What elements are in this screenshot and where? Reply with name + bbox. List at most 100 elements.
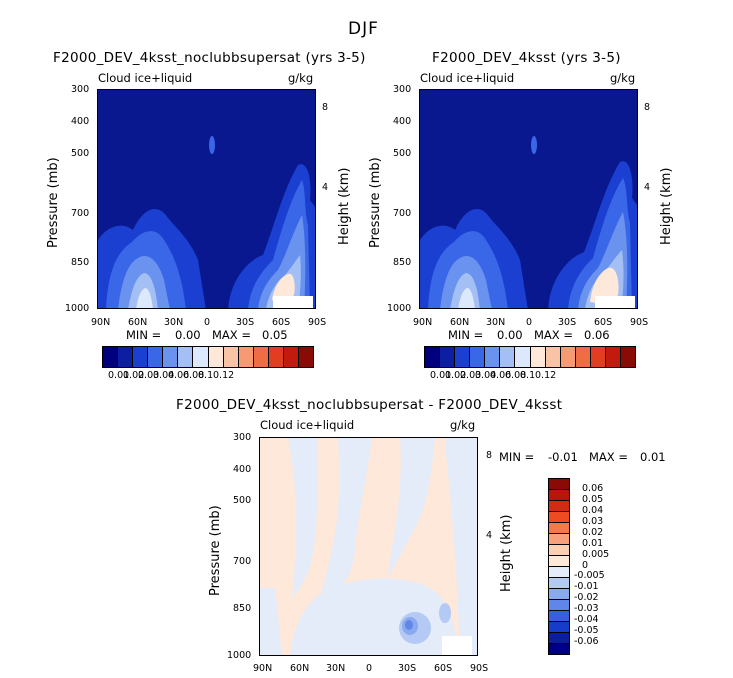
colorbar-label: 0.12: [213, 370, 235, 381]
panel-1-min-value: 0.00: [175, 328, 201, 342]
panel-2-title: F2000_DEV_4ksst (yrs 3-5): [432, 50, 621, 66]
colorbar-swatch: [163, 347, 179, 367]
panel-3-ytick: 500: [233, 495, 252, 506]
colorbar-label: -0.04: [574, 614, 599, 626]
colorbar-swatch: [549, 611, 569, 622]
panel-1-ytick: 500: [71, 148, 90, 159]
colorbar-swatch: [425, 347, 441, 367]
colorbar-swatch: [549, 490, 569, 501]
panel-3-xtick: 90S: [470, 663, 489, 674]
colorbar-label: 0.04: [475, 370, 497, 381]
colorbar-label: 0.12: [535, 370, 557, 381]
panel-3-min-label: MIN =: [499, 450, 535, 464]
colorbar-label: 0.05: [582, 493, 604, 505]
colorbar-label: 0.04: [582, 504, 604, 516]
panel-2-ytick-right: 8: [644, 102, 651, 113]
panel-2-xtick: 30S: [558, 317, 577, 328]
colorbar-swatch: [549, 644, 569, 654]
panel-1-plot: [97, 89, 316, 309]
panel-2-min-value: 0.00: [497, 328, 523, 342]
colorbar-label: 0.03: [138, 370, 160, 381]
panel-3-xtick: 0: [366, 663, 373, 674]
panel-1-xtick: 90S: [308, 317, 327, 328]
panel-1-min-label: MIN =: [126, 328, 162, 342]
colorbar-swatch: [470, 347, 486, 367]
panel-1-field-label: Cloud ice+liquid: [98, 71, 193, 85]
colorbar-label: -0.005: [574, 570, 605, 582]
colorbar-swatch: [299, 347, 314, 367]
panel-2-max-value: 0.06: [584, 328, 610, 342]
colorbar-label: 0.06: [490, 370, 512, 381]
colorbar-swatch: [193, 347, 209, 367]
panel-2-xtick: 0: [526, 317, 533, 328]
panel-3-ytick: 700: [233, 556, 252, 567]
panel-3-ytick-right: 8: [486, 450, 493, 461]
colorbar-label: 0.08: [505, 370, 527, 381]
panel-3-ylabel: Pressure (mb): [208, 505, 223, 596]
colorbar-label: 0.01: [430, 370, 452, 381]
panel-2-ytick: 400: [393, 116, 412, 127]
panel-3-ylabel-right: Height (km): [499, 514, 514, 592]
colorbar-label: 0.01: [582, 537, 604, 549]
panel-2-xtick: 60N: [450, 317, 470, 328]
panel-2-xtick: 90N: [413, 317, 433, 328]
colorbar-label: 0: [582, 559, 589, 571]
colorbar-label: 0.08: [183, 370, 205, 381]
panel-1-units: g/kg: [288, 71, 314, 85]
panel-1-title: F2000_DEV_4ksst_noclubbsupersat (yrs 3-5…: [53, 50, 366, 66]
colorbar-swatch: [549, 523, 569, 534]
panel-1-max-label: MAX =: [212, 328, 251, 342]
panel-3-ytick: 850: [233, 603, 252, 614]
colorbar-label: 0.02: [123, 370, 145, 381]
panel-2-ytick-right: 4: [644, 182, 651, 193]
panel-3-title: F2000_DEV_4ksst_noclubbsupersat - F2000_…: [176, 397, 563, 413]
panel-3-ytick: 400: [233, 464, 252, 475]
colorbar-swatch: [590, 347, 606, 367]
colorbar-label: 0.01: [108, 370, 130, 381]
panel-2-colorbar: [424, 346, 636, 368]
colorbar-swatch: [253, 347, 269, 367]
colorbar-swatch: [549, 578, 569, 589]
panel-1-xtick: 60S: [272, 317, 291, 328]
panel-3-xtick: 60N: [290, 663, 310, 674]
colorbar-swatch: [549, 600, 569, 611]
colorbar-label: 0.03: [582, 515, 604, 527]
panel-2-xtick: 30N: [486, 317, 506, 328]
panel-1-xtick: 0: [204, 317, 211, 328]
panel-1-ytick: 300: [71, 84, 90, 95]
colorbar-swatch: [560, 347, 576, 367]
colorbar-swatch: [530, 347, 546, 367]
colorbar-swatch: [178, 347, 194, 367]
colorbar-swatch: [208, 347, 224, 367]
panel-3-min-value: -0.01: [548, 450, 578, 464]
panel-1-ytick: 400: [71, 116, 90, 127]
panel-2-ytick: 1000: [387, 303, 412, 314]
panel-3-colorbar: [548, 478, 570, 655]
panel-1-colorbar: [102, 346, 314, 368]
colorbar-swatch: [549, 545, 569, 556]
panel-2-ytick: 300: [393, 84, 412, 95]
panel-3-xtick: 30S: [398, 663, 417, 674]
colorbar-swatch: [549, 622, 569, 633]
colorbar-swatch: [575, 347, 591, 367]
colorbar-label: -0.06: [574, 636, 599, 648]
panel-3-xtick: 60S: [434, 663, 453, 674]
colorbar-swatch: [148, 347, 164, 367]
colorbar-swatch: [455, 347, 471, 367]
panel-3-max-value: 0.01: [640, 450, 666, 464]
panel-3-xtick: 30N: [326, 663, 346, 674]
colorbar-swatch: [605, 347, 622, 367]
colorbar-label: 0.1: [198, 370, 214, 381]
panel-1-ytick: 850: [71, 257, 90, 268]
colorbar-swatch: [549, 534, 569, 545]
panel-1-ytick-right: 4: [322, 182, 329, 193]
panel-2-field-label: Cloud ice+liquid: [420, 71, 515, 85]
colorbar-swatch: [549, 479, 569, 490]
panel-1-ylabel-right: Height (km): [337, 167, 352, 245]
panel-3-ytick-right: 4: [486, 530, 493, 541]
colorbar-swatch: [545, 347, 561, 367]
panel-3-xtick: 90N: [253, 663, 273, 674]
panel-2-ytick: 500: [393, 148, 412, 159]
panel-2-units: g/kg: [610, 71, 636, 85]
colorbar-label: 0.02: [582, 526, 604, 538]
